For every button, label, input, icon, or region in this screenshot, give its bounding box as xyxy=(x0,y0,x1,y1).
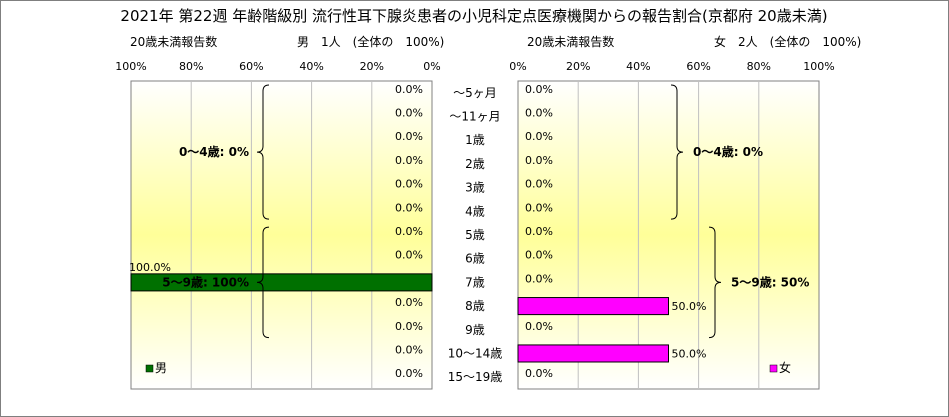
category-label: 6歳 xyxy=(465,252,485,266)
legend: 男女 xyxy=(145,360,791,375)
female-value-label: 0.0% xyxy=(525,249,553,262)
female-bar xyxy=(517,344,669,363)
female-value-label: 50.0% xyxy=(672,300,707,313)
right-x-tick-label: 0% xyxy=(509,60,526,73)
male-group-bracket xyxy=(256,84,270,220)
female-group-label: 5～9歳: 50% xyxy=(731,274,809,289)
male-value-label: 0.0% xyxy=(395,367,423,380)
x-axis-ticks: 100% 0% 80% 20% 60% 40% 40% 60% 20% 80% 0% 100% xyxy=(115,60,834,73)
female-value-label: 0.0% xyxy=(525,130,553,143)
category-label: ～11ヶ月 xyxy=(449,110,500,124)
category-label: 3歳 xyxy=(465,181,485,195)
male-value-label: 100.0% xyxy=(129,261,171,274)
female-value-label: 0.0% xyxy=(525,225,553,238)
male-value-label: 0.0% xyxy=(395,320,423,333)
left-x-tick-label: 0% xyxy=(423,60,440,73)
category-label: 2歳 xyxy=(465,157,485,171)
male-value-label: 0.0% xyxy=(395,296,423,309)
female-value-label: 0.0% xyxy=(525,154,553,167)
category-label: 4歳 xyxy=(465,204,485,218)
male-legend-swatch xyxy=(145,364,154,373)
right-x-tick-label: 40% xyxy=(626,60,650,73)
male-group-label: 5～9歳: 100% xyxy=(162,274,249,289)
male-value-label: 0.0% xyxy=(395,343,423,356)
female-value-label: 0.0% xyxy=(525,272,553,285)
category-label: ～5ヶ月 xyxy=(453,86,497,100)
female-legend-swatch xyxy=(769,364,778,373)
category-labels: ～5ヶ月 ～11ヶ月 1歳 2歳 3歳 4歳 5歳 6歳 7歳 8歳 9歳 10～14歳 15～19歳 xyxy=(448,86,503,384)
category-label: 8歳 xyxy=(465,299,485,313)
left-subtitle-total: 男 1人 (全体の 100%) xyxy=(297,34,444,49)
female-value-label: 0.0% xyxy=(525,201,553,214)
female-value-label: 0.0% xyxy=(525,367,553,380)
category-label: 15～19歳 xyxy=(448,370,503,384)
male-value-label: 0.0% xyxy=(395,130,423,143)
male-value-label: 0.0% xyxy=(395,83,423,96)
left-x-tick-label: 20% xyxy=(360,60,384,73)
category-label: 1歳 xyxy=(465,133,485,147)
female-value-label: 50.0% xyxy=(672,347,707,360)
female-group-bracket xyxy=(670,84,684,220)
left-x-tick-label: 80% xyxy=(179,60,203,73)
male-legend-label: 男 xyxy=(155,361,167,375)
grid-lines xyxy=(190,81,760,389)
left-x-tick-label: 40% xyxy=(299,60,323,73)
category-label: 7歳 xyxy=(465,275,485,289)
male-value-label: 0.0% xyxy=(395,225,423,238)
male-value-label: 0.0% xyxy=(395,154,423,167)
male-value-label: 0.0% xyxy=(395,201,423,214)
female-value-label: 0.0% xyxy=(525,107,553,120)
female-value-label: 0.0% xyxy=(525,320,553,333)
right-x-tick-label: 20% xyxy=(566,60,590,73)
bars xyxy=(130,273,669,363)
male-value-label: 0.0% xyxy=(395,249,423,262)
category-label: 10～14歳 xyxy=(448,346,503,360)
female-bar xyxy=(517,297,669,316)
left-plot-area xyxy=(130,80,433,390)
female-group-label: 0～4歳: 0% xyxy=(693,144,763,159)
plot-panels xyxy=(130,80,820,390)
female-value-label: 0.0% xyxy=(525,83,553,96)
age-group-brackets: 0～4歳: 0% 5～9歳: 100% 0～4歳: 0% 5～9歳: 50% xyxy=(162,84,809,339)
left-x-tick-label: 100% xyxy=(115,60,146,73)
male-group-bracket xyxy=(256,226,270,339)
female-legend-label: 女 xyxy=(779,360,791,375)
chart-title: 2021年 第22週 年齢階級別 流行性耳下腺炎患者の小児科定点医療機関からの報… xyxy=(120,7,827,25)
female-group-bracket xyxy=(708,226,722,339)
female-value-label: 0.0% xyxy=(525,178,553,191)
data-labels: 0.0% 0.0% 0.0% 0.0% 0.0% 0.0% 0.0% 0.0% 100.0% 0.… xyxy=(129,83,706,380)
male-value-label: 0.0% xyxy=(395,178,423,191)
category-label: 5歳 xyxy=(465,228,485,242)
right-subtitle-total: 女 2人 (全体の 100%) xyxy=(714,34,861,49)
right-subtitle-count: 20歳未満報告数 xyxy=(527,34,614,49)
male-group-label: 0～4歳: 0% xyxy=(179,144,249,159)
right-plot-area xyxy=(517,80,820,390)
male-value-label: 0.0% xyxy=(395,107,423,120)
right-x-tick-label: 100% xyxy=(803,60,834,73)
category-label: 9歳 xyxy=(465,323,485,337)
male-bar xyxy=(130,273,433,292)
right-x-tick-label: 60% xyxy=(686,60,710,73)
left-x-tick-label: 60% xyxy=(239,60,263,73)
right-x-tick-label: 80% xyxy=(747,60,771,73)
left-subtitle-count: 20歳未満報告数 xyxy=(130,34,217,49)
